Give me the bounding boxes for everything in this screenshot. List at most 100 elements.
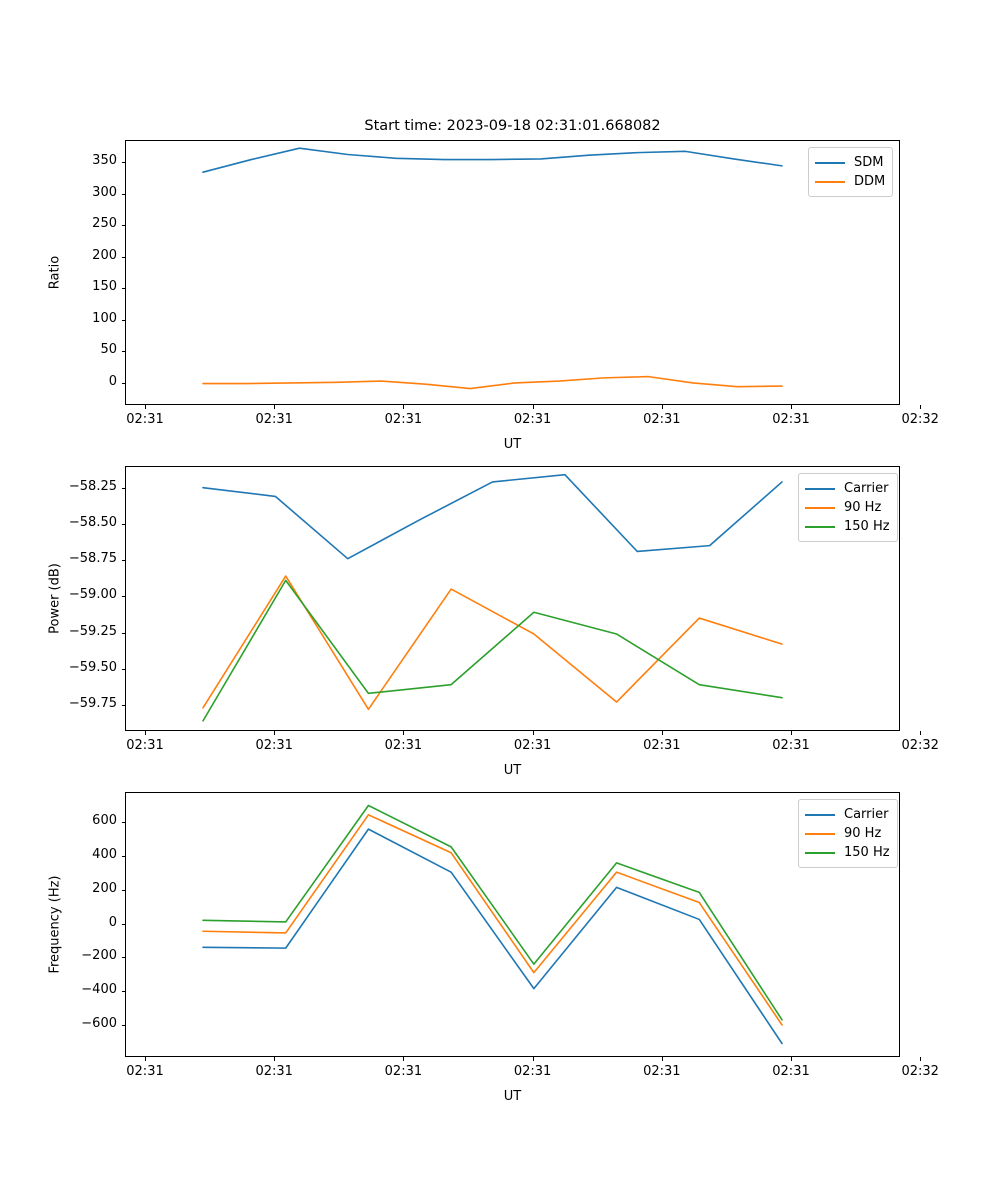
legend-color-swatch (805, 506, 835, 509)
y-tick-label: 50 (100, 342, 117, 358)
y-tick-label: −58.25 (68, 478, 117, 494)
frequency-axes (125, 792, 900, 1057)
legend-entry: DDM (815, 172, 885, 191)
y-tick-mark (121, 889, 125, 891)
power-legend[interactable]: Carrier 90 Hz 150 Hz (798, 473, 898, 542)
ratio-plot-lines (202, 147, 783, 390)
y-tick-label: 100 (92, 310, 117, 326)
y-tick-mark (121, 487, 125, 489)
x-tick-mark (145, 731, 146, 735)
frequency-axes-frame (125, 792, 900, 1057)
y-tick-mark (121, 632, 125, 634)
y-tick-mark (121, 560, 125, 562)
power-axes (125, 466, 900, 731)
y-tick-mark (121, 162, 125, 164)
x-tick-label: 02:31 (126, 738, 164, 753)
y-tick-mark (121, 351, 125, 353)
x-tick-mark (532, 1057, 534, 1061)
y-tick-label: −59.00 (68, 587, 117, 603)
y-tick-label: 150 (92, 279, 117, 295)
series-line-carrier (202, 828, 783, 1045)
y-tick-label: 300 (92, 184, 117, 200)
x-tick-mark (661, 405, 663, 409)
power-axes-frame (125, 466, 900, 731)
x-tick-label: 02:31 (255, 1064, 293, 1079)
y-tick-mark (121, 523, 125, 525)
legend-label: 150 Hz (844, 519, 890, 534)
x-tick-label: 02:31 (772, 412, 810, 427)
x-tick-label: 02:31 (255, 412, 293, 427)
y-tick-label: −58.75 (68, 551, 117, 567)
x-tick-label: 02:31 (384, 738, 423, 753)
x-tick-label: 02:31 (384, 412, 423, 427)
x-tick-mark (403, 731, 405, 735)
x-tick-mark (532, 731, 534, 735)
series-line-150-hz (202, 804, 783, 1021)
series-line-ddm (202, 375, 783, 390)
legend-entry: SDM (815, 153, 885, 172)
y-tick-label: 400 (92, 847, 117, 863)
y-tick-label: 350 (92, 153, 117, 169)
legend-color-swatch (805, 851, 835, 854)
frequency-x-axis-label: UT (503, 1089, 522, 1104)
x-tick-label: 02:31 (643, 1064, 681, 1079)
series-line-150-hz (202, 579, 783, 722)
legend-entry: 90 Hz (805, 824, 890, 843)
y-tick-label: −59.75 (68, 695, 117, 711)
y-tick-mark (121, 704, 125, 706)
y-tick-label: 600 (92, 813, 117, 829)
y-tick-mark (121, 957, 125, 959)
legend-entry: 90 Hz (805, 498, 890, 517)
legend-color-swatch (805, 487, 835, 490)
legend-entry: 150 Hz (805, 843, 890, 862)
x-tick-mark (403, 1057, 405, 1061)
y-tick-label: −58.50 (68, 514, 117, 530)
y-tick-mark (121, 596, 125, 598)
x-tick-label: 02:31 (255, 738, 293, 753)
y-tick-mark (121, 856, 125, 858)
ratio-legend[interactable]: SDM DDM (808, 147, 894, 197)
x-tick-mark (791, 405, 792, 409)
frequency-y-axis-label: Frequency (Hz) (47, 875, 63, 974)
x-tick-mark (274, 731, 276, 735)
legend-label: DDM (854, 174, 886, 189)
y-tick-mark (121, 256, 125, 258)
y-tick-mark (121, 1024, 125, 1026)
legend-color-swatch (805, 813, 835, 816)
frequency-plot-lines (202, 804, 783, 1045)
legend-label: Carrier (844, 807, 889, 822)
x-tick-mark (661, 1057, 663, 1061)
x-tick-mark (145, 1057, 146, 1061)
legend-entry: Carrier (805, 805, 890, 824)
x-tick-label: 02:32 (901, 412, 939, 427)
legend-color-swatch (805, 832, 835, 835)
legend-label: 150 Hz (844, 845, 890, 860)
legend-label: 90 Hz (844, 826, 882, 841)
x-tick-label: 02:31 (643, 738, 681, 753)
x-tick-label: 02:32 (901, 738, 939, 753)
x-tick-label: 02:31 (643, 412, 681, 427)
x-tick-label: 02:31 (513, 738, 552, 753)
y-tick-mark (121, 991, 125, 993)
x-tick-mark (920, 405, 922, 409)
power-plot-lines (202, 473, 783, 722)
x-tick-label: 02:31 (126, 1064, 164, 1079)
y-tick-mark (121, 319, 125, 321)
y-tick-label: 200 (92, 247, 117, 263)
power-y-axis-label: Power (dB) (47, 563, 63, 634)
y-tick-label: −59.25 (68, 623, 117, 639)
frequency-legend[interactable]: Carrier 90 Hz 150 Hz (798, 799, 898, 868)
series-line-sdm (202, 147, 783, 173)
x-tick-mark (403, 405, 405, 409)
y-tick-label: 250 (92, 216, 117, 232)
y-tick-mark (121, 668, 125, 670)
y-tick-mark (121, 225, 125, 227)
x-tick-label: 02:31 (126, 412, 164, 427)
y-tick-label: 0 (108, 914, 117, 930)
series-line-carrier (202, 473, 783, 560)
ratio-axes (125, 140, 900, 405)
y-tick-mark (121, 923, 125, 925)
x-tick-label: 02:31 (384, 1064, 423, 1079)
y-tick-label: −600 (81, 1015, 117, 1031)
